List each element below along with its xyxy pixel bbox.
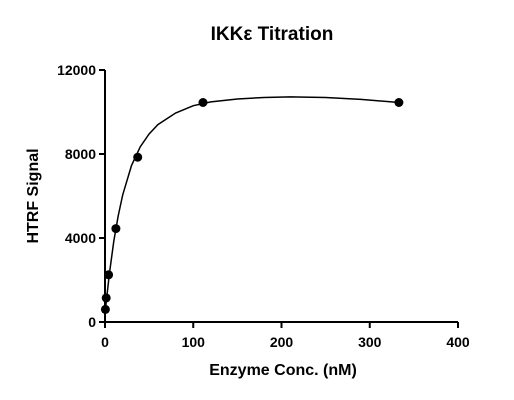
y-tick-label: 12000	[57, 62, 96, 78]
data-point	[198, 98, 208, 107]
x-axis-label: Enzyme Conc. (nM)	[209, 362, 357, 379]
marks	[100, 96, 404, 314]
x-tick-label: 200	[270, 334, 294, 350]
data-point	[104, 270, 114, 280]
axes	[104, 70, 458, 323]
x-tick-label: 400	[446, 334, 470, 350]
chart-title: IKKε Titration	[211, 24, 334, 45]
y-axis-label: HTRF Signal	[25, 148, 42, 243]
y-tick-label: 0	[88, 314, 96, 330]
y-tick-label: 4000	[65, 230, 96, 246]
ticks: 0 4000 8000 12000 0 100 200 300 400	[57, 62, 470, 350]
y-tick-label: 8000	[65, 146, 96, 162]
data-point	[100, 304, 110, 314]
fit-curve	[104, 96, 399, 314]
data-point	[394, 98, 404, 107]
x-tick-label: 300	[358, 334, 382, 350]
x-tick-label: 100	[182, 334, 206, 350]
data-point	[111, 224, 121, 234]
data-point	[101, 293, 111, 303]
x-tick-label: 0	[101, 334, 109, 350]
data-point	[133, 152, 143, 162]
